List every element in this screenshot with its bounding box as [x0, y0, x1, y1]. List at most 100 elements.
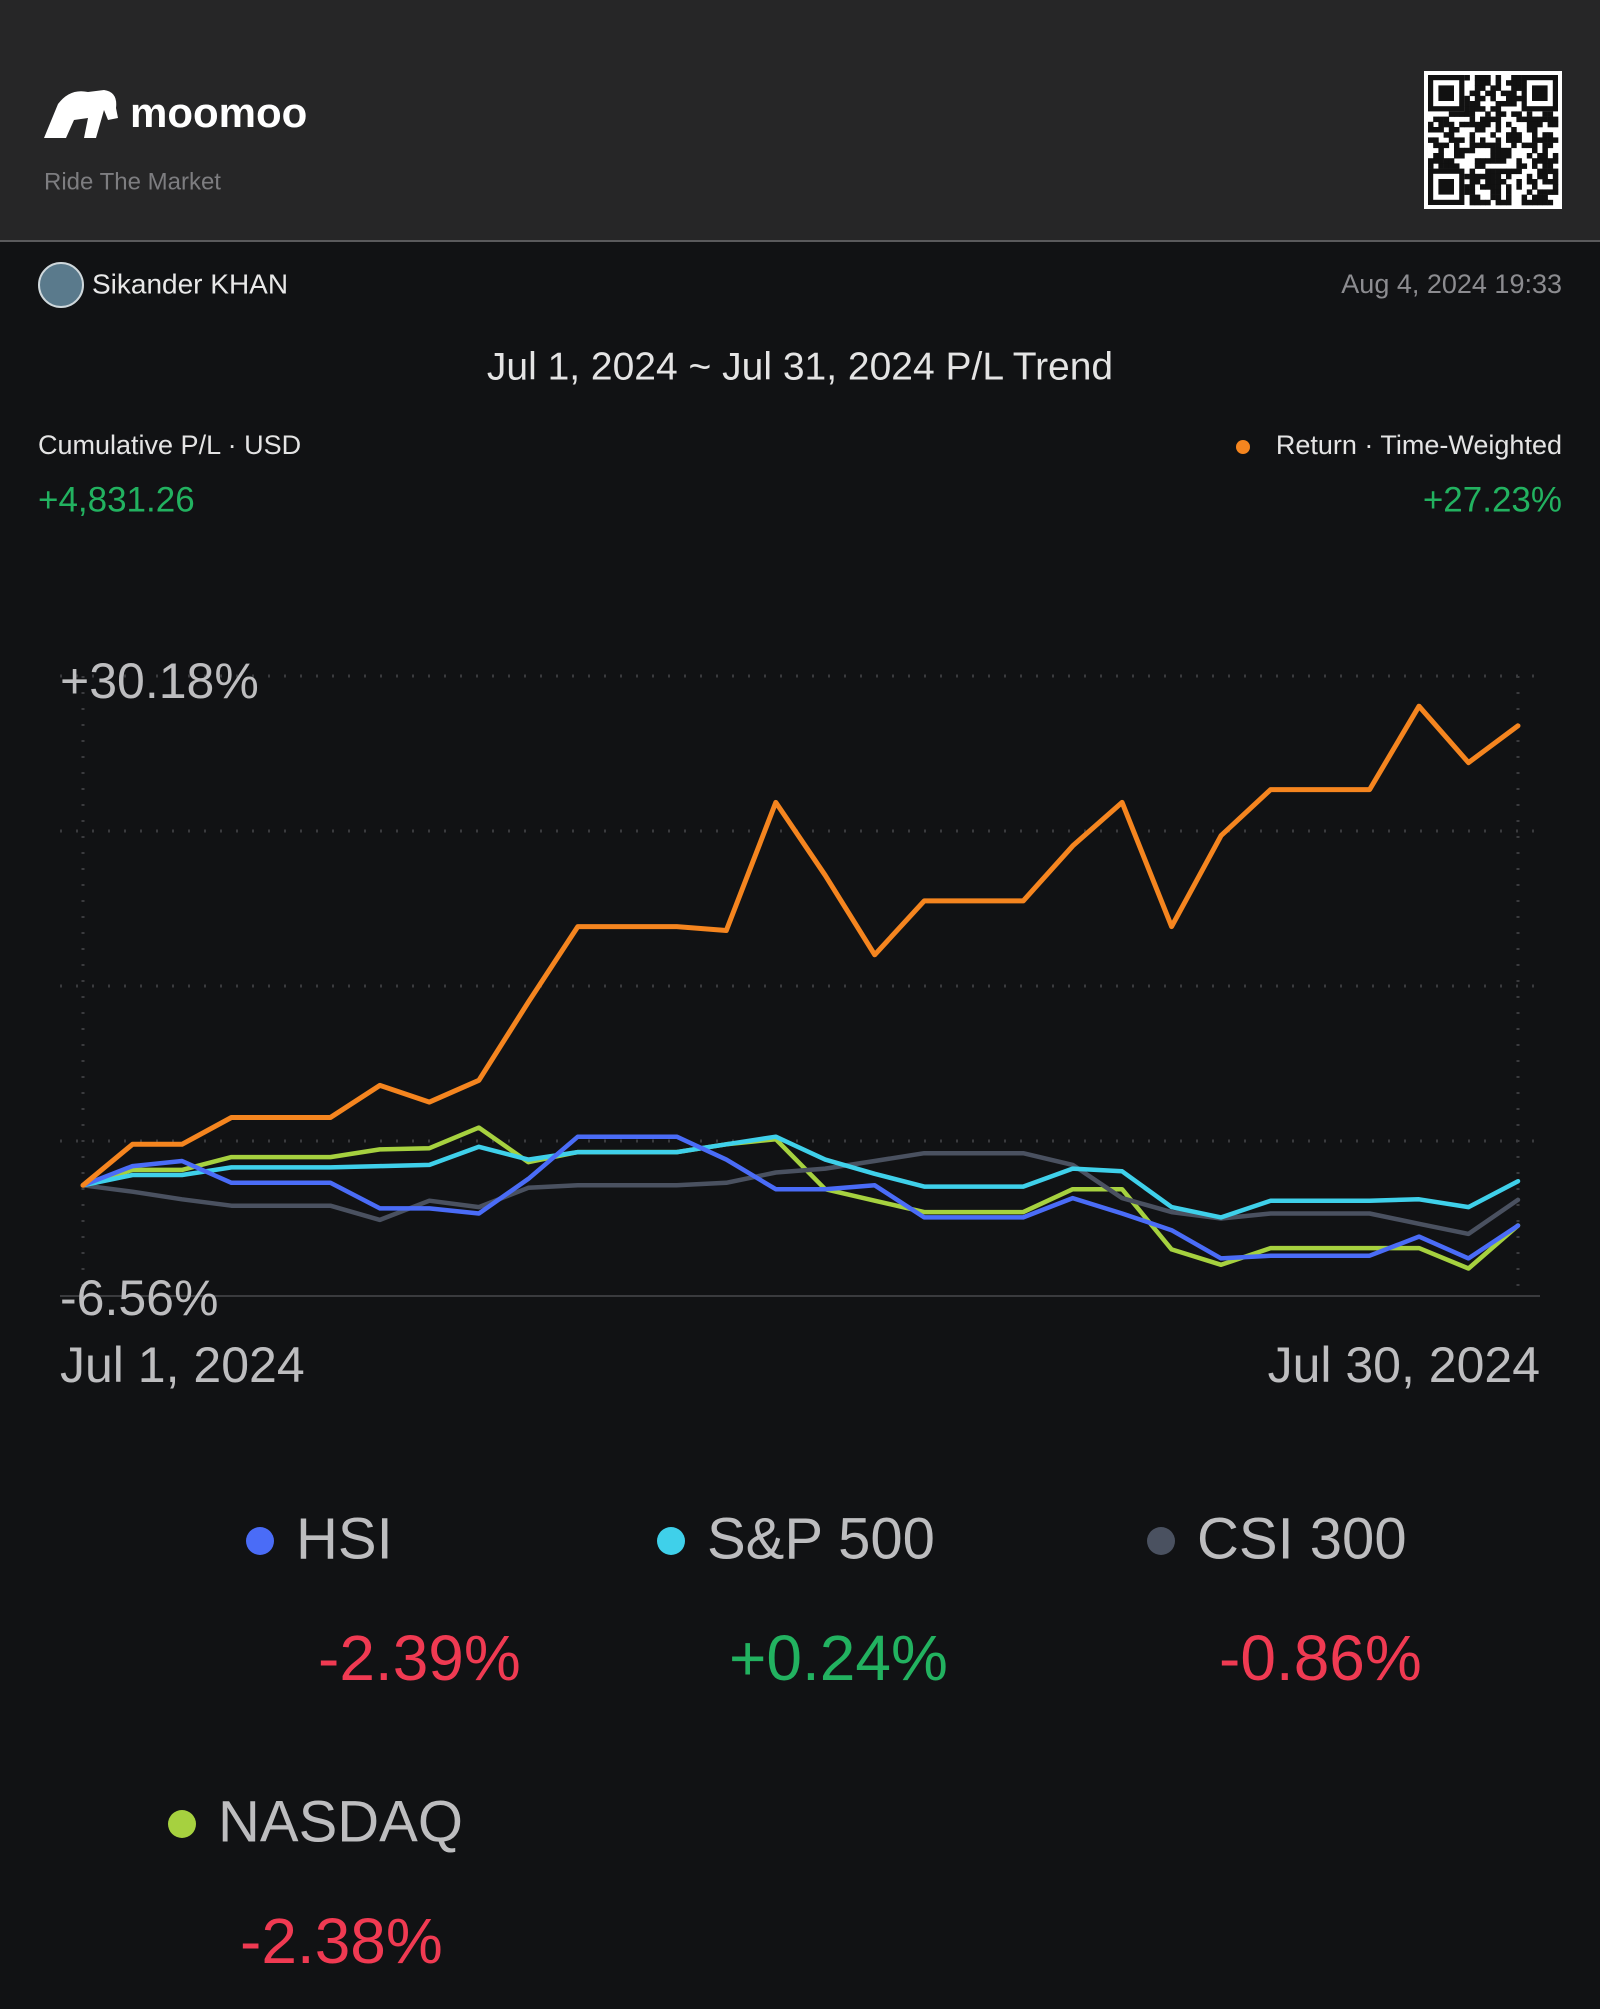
legend-dot [657, 1527, 685, 1555]
qr-cell [1547, 179, 1554, 185]
qr-cell [1433, 153, 1439, 159]
qr-cell [1537, 189, 1543, 195]
legend-change: +0.24% [729, 1622, 948, 1694]
qr-cell [1480, 85, 1486, 91]
qr-cell [1443, 142, 1450, 149]
qr-cell [1500, 147, 1507, 154]
qr-cell [1433, 137, 1439, 143]
qr-cell [1537, 137, 1543, 143]
qr-cell [1443, 116, 1450, 123]
qr-cell [1516, 75, 1522, 81]
qr-cell [1506, 101, 1512, 107]
qr-cell [1454, 147, 1460, 154]
qr-cell [1469, 111, 1476, 117]
qr-cell [1490, 95, 1496, 102]
series-line [80, 703, 1521, 1188]
qr-cell [1500, 101, 1507, 107]
qr-cell [1511, 142, 1517, 149]
legend-dot [246, 1527, 274, 1555]
qr-cell [1537, 168, 1543, 175]
qr-cell [1542, 194, 1548, 201]
qr-cell [1526, 127, 1533, 133]
legend-label: HSI [296, 1506, 393, 1571]
qr-cell [1516, 80, 1522, 86]
qr-cell [1532, 132, 1538, 138]
qr-cell [1485, 158, 1491, 164]
pl-label: Cumulative P/L · USD [38, 430, 301, 460]
qr-finder [1521, 74, 1558, 112]
qr-cell [1537, 116, 1543, 123]
chart-title: Jul 1, 2024 ~ Jul 31, 2024 P/L Trend [487, 345, 1113, 388]
qr-cell [1532, 127, 1538, 133]
qr-cell [1485, 90, 1491, 97]
qr-cell [1485, 116, 1491, 123]
qr-cell [1542, 142, 1548, 149]
qr-cell [1532, 137, 1538, 143]
qr-cell [1511, 90, 1517, 97]
qr-cell [1552, 189, 1559, 195]
qr-cell [1464, 95, 1470, 102]
qr-cell [1511, 132, 1517, 138]
qr-cell [1433, 158, 1439, 164]
qr-cell [1506, 189, 1512, 195]
qr-cell [1500, 158, 1507, 164]
qr-cell [1495, 184, 1502, 190]
qr-cell [1495, 80, 1502, 86]
qr-cell [1490, 194, 1496, 201]
qr-cell [1480, 163, 1486, 169]
qr-cell [1438, 158, 1444, 164]
qr-cell [1469, 137, 1476, 143]
qr-cell [1495, 153, 1502, 159]
qr-cell [1448, 127, 1455, 133]
qr-cell [1428, 137, 1434, 143]
qr-cell [1511, 137, 1517, 143]
qr-cell [1485, 80, 1491, 86]
qr-cell [1511, 95, 1517, 102]
qr-cell [1511, 111, 1517, 117]
qr-cell [1495, 147, 1502, 154]
qr-cell [1552, 168, 1559, 175]
qr-cell [1480, 142, 1486, 149]
qr-cell [1500, 199, 1507, 206]
qr-cell [1521, 142, 1528, 149]
qr-cell [1443, 158, 1450, 164]
qr-cell [1433, 142, 1439, 149]
qr-cell [1542, 111, 1548, 117]
qr-cell [1532, 147, 1538, 154]
qr-cell [1433, 127, 1439, 133]
qr-cell [1495, 137, 1502, 143]
qr-cell [1537, 173, 1543, 180]
qr-cell [1526, 116, 1533, 123]
qr-cell [1516, 168, 1522, 175]
qr-cell [1495, 101, 1502, 107]
qr-cell [1454, 163, 1460, 169]
qr-cell [1495, 199, 1502, 206]
qr-cell [1448, 111, 1455, 117]
qr-cell [1438, 121, 1444, 128]
qr-cell [1490, 158, 1496, 164]
qr-cell [1443, 132, 1450, 138]
qr-cell [1474, 127, 1481, 133]
series-line [80, 1134, 1521, 1261]
qr-cell [1516, 163, 1522, 169]
qr-cell [1469, 179, 1476, 185]
qr-cell [1469, 142, 1476, 149]
qr-cell [1495, 142, 1502, 149]
qr-cell [1537, 199, 1543, 206]
qr-cell [1506, 137, 1512, 143]
qr-cell [1542, 147, 1548, 154]
qr-cell [1526, 142, 1533, 149]
qr-cell [1506, 80, 1512, 86]
qr-cell [1511, 101, 1517, 107]
pl-value: +4,831.26 [38, 480, 195, 519]
qr-finder [1427, 168, 1465, 205]
qr-cell [1532, 199, 1538, 206]
qr-cell [1542, 116, 1548, 123]
qr-cell [1495, 106, 1502, 112]
qr-cell [1542, 189, 1548, 195]
qr-cell [1438, 163, 1444, 169]
qr-cell [1459, 137, 1465, 143]
qr-cell [1485, 184, 1491, 190]
qr-cell [1511, 75, 1517, 81]
